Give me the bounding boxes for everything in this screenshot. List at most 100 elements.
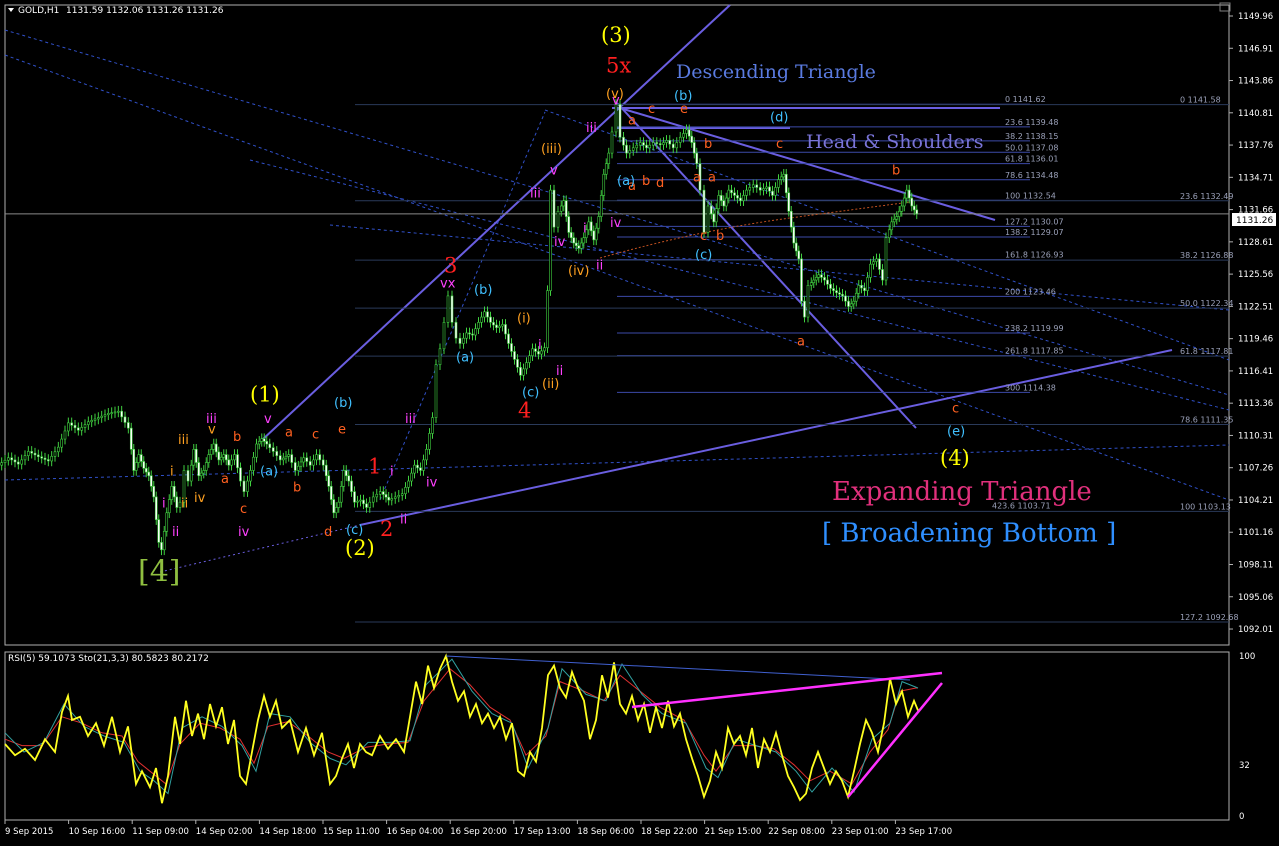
candle bbox=[832, 288, 835, 291]
fibonacci-level-label: 50.0 1122.34 bbox=[1180, 299, 1233, 308]
candle bbox=[40, 456, 43, 459]
candle bbox=[93, 418, 97, 421]
candle bbox=[321, 459, 325, 466]
candle bbox=[257, 441, 261, 445]
price-tick-label: 1098.11 bbox=[1238, 560, 1273, 570]
candle bbox=[90, 420, 93, 423]
candle bbox=[635, 144, 639, 149]
candle bbox=[803, 300, 806, 318]
candle bbox=[875, 258, 878, 262]
candle bbox=[13, 459, 17, 463]
price-tick-label: 1104.21 bbox=[1238, 496, 1273, 506]
candle bbox=[745, 189, 748, 196]
candle bbox=[622, 136, 625, 146]
symbol-label: GOLD,H1 bbox=[18, 6, 59, 16]
candle bbox=[431, 417, 434, 434]
candle bbox=[854, 292, 858, 302]
candle bbox=[419, 467, 422, 471]
candle bbox=[43, 457, 47, 460]
candle bbox=[572, 237, 576, 244]
candle bbox=[552, 189, 556, 228]
oscillator-tick-label: 0 bbox=[1239, 812, 1244, 822]
wave-label: (a) bbox=[456, 350, 474, 365]
candle bbox=[513, 351, 516, 360]
candle bbox=[838, 292, 841, 295]
candle bbox=[268, 443, 272, 449]
candle bbox=[10, 457, 13, 461]
channel-line bbox=[379, 111, 546, 501]
candle bbox=[724, 197, 728, 207]
candle bbox=[820, 274, 823, 278]
candle bbox=[339, 486, 343, 503]
candle bbox=[334, 507, 338, 514]
fibonacci-level-label: 0 1141.62 bbox=[1005, 95, 1046, 104]
candle bbox=[543, 347, 546, 352]
candle bbox=[371, 496, 375, 503]
candle bbox=[227, 459, 231, 466]
fibonacci-level-label: 78.6 1134.48 bbox=[1005, 171, 1058, 180]
wave-label: 5x bbox=[606, 54, 631, 78]
candle bbox=[127, 422, 130, 429]
candle bbox=[222, 454, 226, 458]
candle bbox=[823, 277, 826, 281]
header: GOLD,H1 1131.59 1132.06 1131.26 1131.26 bbox=[8, 2, 1231, 16]
candle bbox=[120, 410, 123, 418]
wave-label: (3) bbox=[601, 23, 631, 47]
candle bbox=[483, 311, 486, 318]
channel-line bbox=[329, 224, 1230, 311]
candle bbox=[404, 487, 407, 495]
fibonacci-level-label: 38.2 1126.88 bbox=[1180, 251, 1233, 260]
trendline bbox=[616, 102, 917, 429]
candle bbox=[712, 213, 716, 223]
candle bbox=[284, 456, 288, 459]
candle bbox=[489, 316, 492, 323]
wave-label: ii bbox=[181, 496, 188, 511]
candle bbox=[835, 290, 838, 294]
candle bbox=[63, 430, 67, 440]
price-pane[interactable]: 1149.96 1146.91 1143.86 1140.81 1137.76 1134.… bbox=[0, 4, 1273, 646]
oscillator-pane[interactable]: 9 Sep 2015 10 Sep 16:00 11 Sep 09:00 14 Sep… bbox=[4, 651, 1255, 837]
candle bbox=[30, 451, 33, 454]
wave-label: a bbox=[708, 171, 716, 186]
candle bbox=[915, 209, 919, 215]
candle bbox=[107, 413, 110, 416]
candle bbox=[318, 454, 322, 461]
candle bbox=[246, 480, 249, 492]
fibonacci-level-label: 127.2 1092.68 bbox=[1180, 613, 1239, 622]
candle bbox=[582, 237, 586, 244]
candle bbox=[416, 464, 419, 469]
candle bbox=[194, 448, 198, 463]
candle bbox=[239, 467, 242, 482]
wave-label: b bbox=[704, 137, 712, 152]
candle bbox=[446, 295, 450, 323]
candle bbox=[3, 459, 7, 463]
fibonacci-level-label: 23.6 1139.48 bbox=[1005, 118, 1058, 127]
wave-label: v bbox=[550, 163, 558, 178]
candle bbox=[645, 144, 648, 149]
wave-label: (v) bbox=[606, 87, 624, 102]
chevron-down-icon[interactable] bbox=[8, 8, 14, 12]
candle bbox=[474, 328, 477, 336]
oscillator-trendline bbox=[847, 682, 943, 798]
candle bbox=[614, 104, 618, 133]
candle bbox=[204, 462, 208, 471]
candle bbox=[297, 465, 300, 471]
candle bbox=[375, 493, 379, 498]
wave-label: e bbox=[680, 102, 688, 117]
candle bbox=[293, 462, 297, 471]
fibonacci-level-label: 200 1123.46 bbox=[1005, 287, 1056, 296]
candle bbox=[592, 230, 596, 241]
wave-label: v bbox=[208, 422, 216, 437]
restore-icon[interactable] bbox=[1219, 2, 1231, 12]
price-tick-label: 1119.46 bbox=[1238, 335, 1273, 345]
candle bbox=[442, 322, 446, 350]
ma-curve bbox=[599, 201, 911, 259]
candle bbox=[350, 480, 353, 492]
candle bbox=[0, 462, 3, 466]
candle bbox=[312, 459, 315, 466]
candle bbox=[907, 189, 911, 199]
candle bbox=[695, 152, 699, 164]
pattern-label: Expanding Triangle bbox=[832, 477, 1092, 507]
